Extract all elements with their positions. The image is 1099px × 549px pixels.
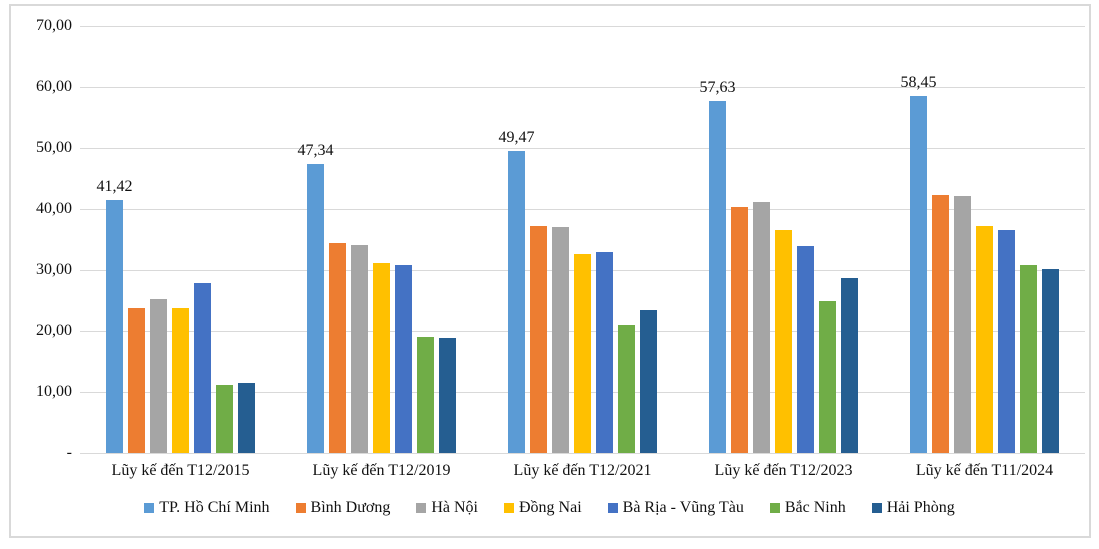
gridline — [80, 87, 1085, 88]
data-label: 57,63 — [699, 79, 736, 97]
bar: 49,47 — [499, 129, 535, 453]
bar: 47,34 — [298, 142, 334, 453]
bar — [819, 301, 836, 453]
gridline — [80, 453, 1085, 454]
x-axis-category-label: Lũy kế đến T11/2024 — [915, 462, 1054, 479]
bar — [351, 245, 368, 453]
bar — [128, 308, 145, 453]
legend-label: Hà Nội — [431, 499, 478, 516]
legend-swatch-icon — [769, 503, 780, 513]
bar — [797, 246, 814, 453]
legend-label: Bình Dương — [310, 499, 391, 516]
bar — [150, 299, 167, 453]
bar-group: 57,63 — [683, 26, 884, 453]
legend-item: Bình Dương — [295, 499, 391, 517]
bar — [1042, 269, 1059, 453]
bar: 58,45 — [901, 74, 937, 453]
legend-swatch-icon — [416, 503, 427, 513]
legend-swatch-icon — [504, 503, 514, 513]
y-axis-tick-label: 70,00 — [36, 17, 72, 34]
bar — [574, 253, 591, 453]
bar-group: 49,47 — [482, 26, 683, 453]
bar — [932, 194, 949, 453]
x-axis-category-label: Lũy kế đến T12/2019 — [312, 462, 451, 479]
x-axis-category-label: Lũy kế đến T12/2015 — [111, 462, 250, 479]
legend-item: Hải Phòng — [871, 499, 955, 517]
legend-label: Bà Rịa - Vũng Tàu — [622, 499, 744, 516]
x-axis-category-label: Lũy kế đến T12/2023 — [714, 462, 853, 479]
bar — [395, 264, 412, 453]
bar — [439, 338, 456, 453]
legend-swatch-icon — [295, 503, 306, 513]
gridline — [80, 209, 1085, 210]
y-axis-tick-label: 30,00 — [36, 261, 72, 278]
data-label: 47,34 — [297, 142, 334, 160]
bar — [172, 308, 189, 453]
data-label: 49,47 — [498, 129, 535, 147]
bar — [775, 229, 792, 453]
bar-group: 41,42 — [80, 26, 281, 453]
bar — [329, 243, 346, 453]
data-label: 58,45 — [900, 74, 937, 92]
bar — [216, 385, 233, 453]
legend-item: Hà Nội — [416, 499, 478, 517]
y-axis-tick-label: 50,00 — [36, 139, 72, 156]
legend-item: Đồng Nai — [504, 499, 582, 517]
x-axis-category-label: Lũy kế đến T12/2021 — [513, 462, 652, 479]
bar — [731, 207, 748, 453]
bar-group: 47,34 — [281, 26, 482, 453]
bar — [640, 310, 657, 453]
bar — [596, 252, 613, 453]
bar — [238, 383, 255, 453]
gridline — [80, 26, 1085, 27]
bar — [552, 227, 569, 453]
bar — [530, 226, 547, 453]
legend-label: Bắc Ninh — [784, 499, 846, 516]
bar: 57,63 — [700, 79, 736, 453]
bar — [753, 202, 770, 453]
legend-label: Hải Phòng — [886, 499, 955, 516]
data-label: 41,42 — [96, 178, 133, 196]
y-axis-tick-label: 20,00 — [36, 322, 72, 339]
bar — [417, 337, 434, 453]
bar — [841, 277, 858, 453]
legend-item: TP. Hồ Chí Minh — [144, 499, 270, 517]
legend-swatch-icon — [144, 503, 155, 513]
legend-label: Đồng Nai — [519, 499, 582, 516]
bar: 41,42 — [97, 178, 133, 453]
gridline — [80, 148, 1085, 149]
y-axis-tick-label: - — [66, 444, 72, 461]
legend-swatch-icon — [607, 503, 618, 513]
bar — [1020, 265, 1037, 453]
bar — [194, 282, 211, 453]
chart-legend: TP. Hồ Chí Minh Bình Dương Hà Nội Đồng Nai B… — [0, 499, 1099, 517]
y-axis-tick-label: 60,00 — [36, 78, 72, 95]
y-axis-tick-label: 40,00 — [36, 200, 72, 217]
bar — [954, 196, 971, 453]
bar — [998, 230, 1015, 453]
bar — [373, 262, 390, 453]
legend-swatch-icon — [871, 503, 882, 513]
bar-group: 58,45 — [884, 26, 1085, 453]
legend-item: Bắc Ninh — [769, 499, 846, 517]
bar — [618, 324, 635, 453]
y-axis-tick-label: 10,00 — [36, 383, 72, 400]
legend-label: TP. Hồ Chí Minh — [159, 499, 270, 516]
legend-item: Bà Rịa - Vũng Tàu — [607, 499, 744, 517]
bar — [976, 226, 993, 453]
